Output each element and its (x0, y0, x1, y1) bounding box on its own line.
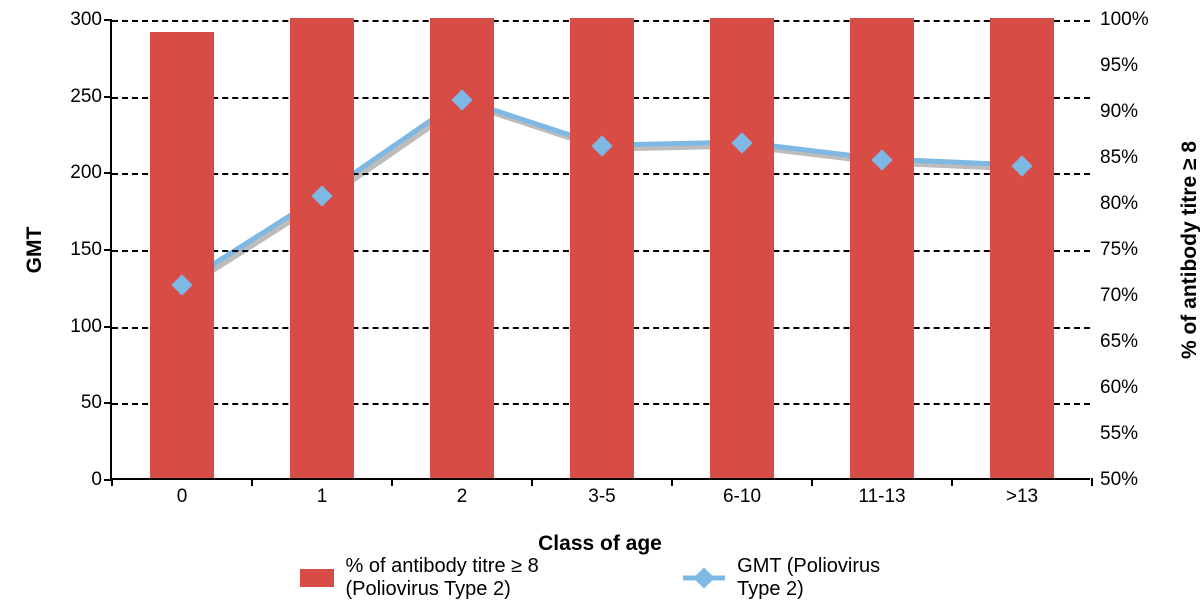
chart-container: GMT % of antibody titre ≥ 8 Class of age… (0, 0, 1200, 616)
bar (710, 18, 774, 478)
y-right-axis-title: % of antibody titre ≥ 8 (1178, 141, 1200, 359)
x-tick-mark (111, 478, 113, 486)
y-left-tick-mark (104, 172, 112, 174)
x-tick-label: 1 (317, 478, 328, 508)
y-right-tick-label: 60% (1090, 377, 1160, 399)
x-tick-label: 6-10 (723, 478, 761, 508)
y-left-tick-label: 150 (52, 239, 112, 261)
bar (150, 32, 214, 478)
y-left-tick-label: 0 (52, 469, 112, 491)
x-tick-label: 3-5 (588, 478, 615, 508)
y-left-tick-mark (104, 96, 112, 98)
y-right-tick-label: 85% (1090, 147, 1160, 169)
x-tick-label: >13 (1006, 478, 1038, 508)
x-tick-mark (811, 478, 813, 486)
x-tick-mark (671, 478, 673, 486)
x-axis-title: Class of age (538, 532, 662, 556)
legend-diamond-marker (693, 567, 714, 588)
x-tick-mark (951, 478, 953, 486)
y-right-tick-label: 90% (1090, 101, 1160, 123)
legend-swatch-line (683, 568, 725, 588)
plot-area: 05010015020025030050%55%60%65%70%75%80%8… (110, 20, 1090, 480)
y-left-tick-mark (104, 402, 112, 404)
y-left-tick-mark (104, 19, 112, 21)
bar (850, 18, 914, 478)
x-tick-label: 0 (177, 478, 188, 508)
y-right-tick-label: 100% (1090, 9, 1160, 31)
legend: % of antibody titre ≥ 8 (Poliovirus Type… (300, 555, 900, 601)
y-left-tick-label: 50 (52, 392, 112, 414)
y-right-tick-label: 65% (1090, 331, 1160, 353)
y-right-tick-label: 50% (1090, 469, 1160, 491)
y-right-tick-label: 80% (1090, 193, 1160, 215)
y-right-tick-label: 70% (1090, 285, 1160, 307)
y-right-tick-label: 55% (1090, 423, 1160, 445)
y-left-tick-mark (104, 249, 112, 251)
y-left-tick-mark (104, 326, 112, 328)
y-left-tick-label: 300 (52, 9, 112, 31)
legend-item-line: GMT (Poliovirus Type 2) (683, 555, 900, 601)
legend-label-line: GMT (Poliovirus Type 2) (737, 555, 900, 601)
y-right-tick-label: 75% (1090, 239, 1160, 261)
x-tick-mark (251, 478, 253, 486)
legend-label-bars: % of antibody titre ≥ 8 (Poliovirus Type… (346, 555, 623, 601)
bar (430, 18, 494, 478)
y-left-tick-label: 250 (52, 86, 112, 108)
y-right-tick-label: 95% (1090, 55, 1160, 77)
x-tick-mark (391, 478, 393, 486)
legend-item-bars: % of antibody titre ≥ 8 (Poliovirus Type… (300, 555, 623, 601)
bar (290, 18, 354, 478)
legend-swatch-bar (300, 569, 334, 587)
bar (570, 18, 634, 478)
x-tick-label: 11-13 (858, 478, 905, 508)
x-tick-label: 2 (457, 478, 468, 508)
y-left-tick-label: 200 (52, 162, 112, 184)
x-tick-mark (1091, 478, 1093, 486)
y-left-axis-title: GMT (23, 227, 47, 274)
x-tick-mark (531, 478, 533, 486)
y-left-tick-label: 100 (52, 316, 112, 338)
bar (990, 18, 1054, 478)
